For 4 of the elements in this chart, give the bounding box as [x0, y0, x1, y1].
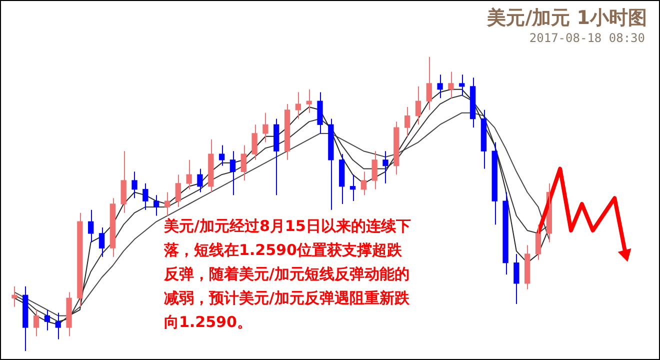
chart-subtitle: 2017-08-18 08:30 [529, 31, 645, 45]
chart-title: 美元/加元 1小时图 [487, 6, 647, 31]
annotation: 美元/加元经过8月15日以来的连续下落，短线在1.2590位置获支撑超跌反弹，随着美元/加元短线反弹动能的减弱，预计美元/加元反弹遇阻重新跌向1.2590。 [164, 216, 412, 333]
candlestick [120, 150, 126, 214]
